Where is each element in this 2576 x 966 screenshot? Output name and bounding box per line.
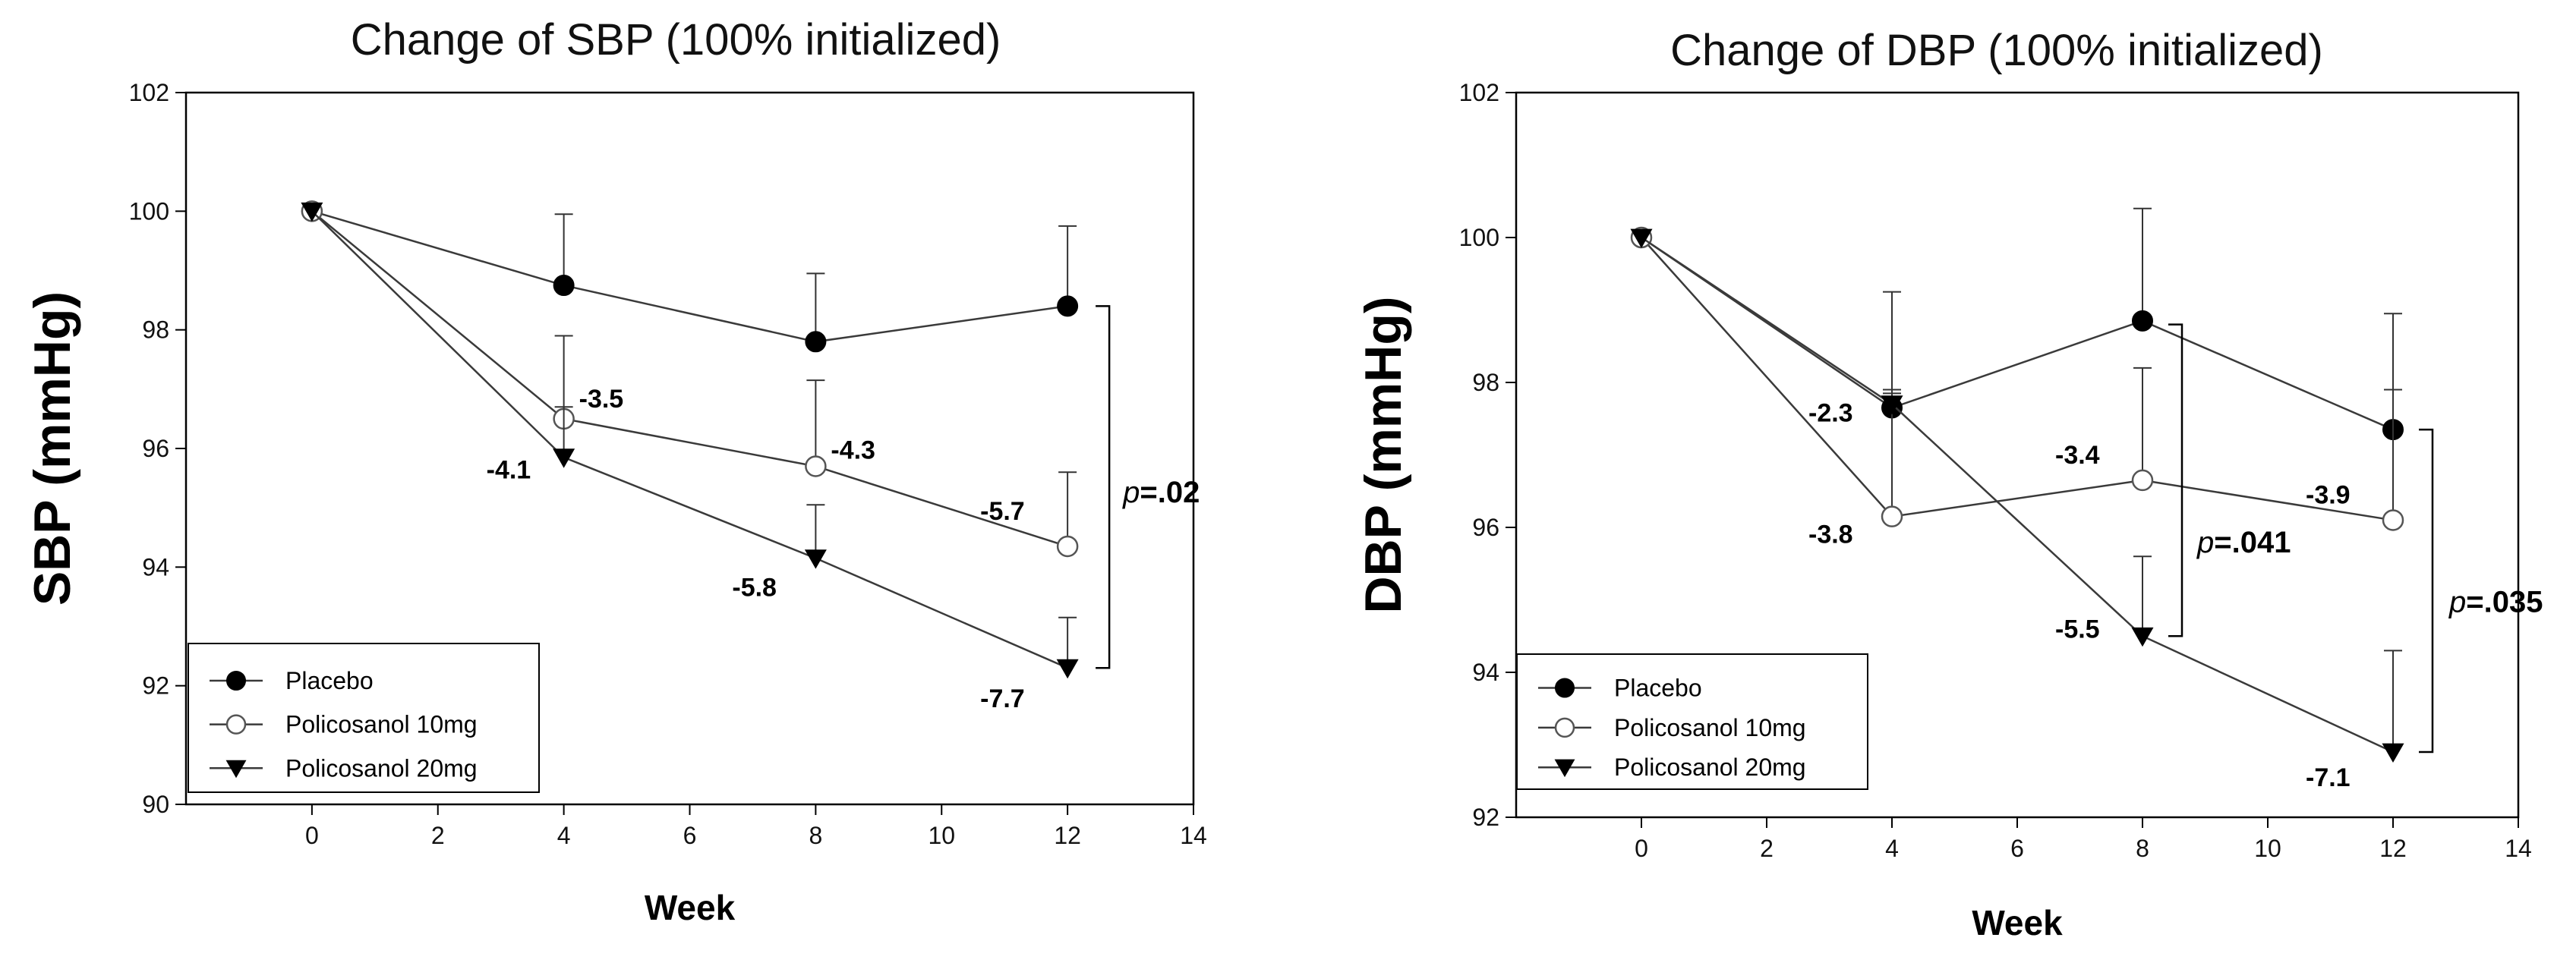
- x-tick-label: 8: [809, 822, 822, 849]
- x-tick-label: 10: [2254, 835, 2281, 862]
- data-label: -3.8: [1808, 521, 1853, 549]
- y-tick-label: 92: [142, 672, 169, 700]
- series-policosanol-20mg: [1630, 228, 2404, 763]
- x-tick-label: 6: [2010, 835, 2024, 862]
- data-point: [2382, 743, 2404, 763]
- x-tick-label: 2: [1760, 835, 1774, 862]
- x-tick-label: 8: [2136, 835, 2149, 862]
- series-line: [311, 210, 1068, 343]
- legend-marker: [1554, 717, 1575, 738]
- legend-marker: [225, 714, 247, 735]
- legend-label: Policosanol 20mg: [285, 754, 478, 782]
- legend-marker: [225, 760, 247, 779]
- data-point: [805, 455, 827, 477]
- data-point: [1881, 395, 1903, 415]
- data-label: -2.3: [1808, 398, 1853, 427]
- legend-marker: [1554, 759, 1575, 778]
- significance-bracket: [2419, 428, 2434, 754]
- data-label: -7.7: [980, 684, 1025, 713]
- y-tick-label: 100: [129, 197, 169, 225]
- data-point: [2132, 310, 2153, 332]
- legend-marker: [1555, 678, 1575, 698]
- y-axis-label: SBP (mmHg): [24, 291, 81, 606]
- data-point: [804, 549, 827, 569]
- y-tick-label: 90: [142, 791, 169, 818]
- p-value-label: p=.035: [2448, 586, 2543, 619]
- series-policosanol-10mg: [301, 200, 1079, 558]
- x-axis-label: Week: [1972, 903, 2063, 942]
- x-tick-label: 0: [305, 822, 319, 849]
- x-tick-label: 2: [431, 822, 445, 849]
- x-tick-label: 12: [1054, 822, 1081, 849]
- data-label: -4.3: [831, 436, 875, 464]
- y-tick-label: 96: [1472, 514, 1499, 541]
- data-point: [301, 202, 323, 222]
- y-tick-label: 102: [129, 79, 169, 106]
- data-label: -7.1: [2306, 763, 2351, 792]
- data-point: [2131, 627, 2154, 647]
- data-point: [2131, 469, 2154, 492]
- y-axis-label: DBP (mmHg): [1354, 296, 1412, 613]
- data-label: -4.1: [487, 456, 531, 485]
- legend: Placebo Policosanol 10mg Policosanol 20mg: [1516, 653, 1868, 790]
- x-axis-label: Week: [645, 888, 736, 927]
- y-tick-label: 96: [142, 435, 169, 462]
- p-value-label: p=.041: [2196, 526, 2291, 559]
- data-point: [2382, 509, 2404, 531]
- significance-bracket: [2168, 323, 2183, 637]
- legend-label: Placebo: [1614, 675, 1702, 702]
- data-point: [1881, 505, 1903, 527]
- data-point: [805, 331, 827, 353]
- x-tick-label: 12: [2379, 835, 2407, 862]
- data-point: [1630, 228, 1653, 248]
- data-point: [553, 275, 575, 297]
- y-tick-label: 98: [142, 316, 169, 344]
- y-tick-label: 102: [1459, 79, 1499, 106]
- chart-panel-1: Change of SBP (100% initialized) 90 92 94 96…: [24, 15, 1207, 927]
- x-tick-label: 10: [928, 822, 955, 849]
- data-point: [1057, 295, 1079, 317]
- data-label: -3.4: [2055, 441, 2100, 470]
- data-label: -5.8: [732, 574, 777, 603]
- chart-panel-2: Change of DBP (100% initialized) 92 94 96 98…: [1354, 26, 2543, 942]
- chart-title: Change of DBP (100% initialized): [1670, 26, 2323, 75]
- data-label: -3.9: [2306, 480, 2351, 509]
- legend-label: Policosanol 10mg: [1614, 714, 1806, 741]
- y-tick-label: 98: [1472, 369, 1499, 396]
- data-label: -3.5: [579, 385, 624, 414]
- legend-marker: [226, 671, 246, 691]
- chart-title: Change of SBP (100% initialized): [351, 15, 1001, 65]
- x-tick-label: 4: [557, 822, 571, 849]
- legend-label: Policosanol 20mg: [1614, 754, 1806, 781]
- y-tick-label: 100: [1459, 224, 1499, 251]
- series-line: [311, 210, 1068, 669]
- p-value-label: p=.02: [1122, 476, 1200, 509]
- y-tick-label: 92: [1472, 804, 1499, 831]
- series-policosanol-20mg: [301, 202, 1079, 679]
- series-policosanol-10mg: [1630, 226, 2404, 531]
- series-line: [1641, 237, 2394, 521]
- legend-label: Placebo: [285, 667, 374, 694]
- data-point: [1056, 535, 1079, 558]
- x-tick-label: 14: [1180, 822, 1207, 849]
- x-tick-label: 14: [2505, 835, 2532, 862]
- y-tick-label: 94: [142, 553, 169, 581]
- data-label: -5.5: [2055, 615, 2100, 643]
- x-tick-label: 6: [683, 822, 697, 849]
- significance-bracket: [1096, 305, 1111, 669]
- x-tick-label: 0: [1635, 835, 1648, 862]
- data-point: [1056, 659, 1079, 679]
- series-line: [1641, 236, 2394, 431]
- series-placebo: [301, 200, 1079, 353]
- legend: Placebo Policosanol 10mg Policosanol 20mg: [188, 643, 540, 793]
- series-line: [1641, 236, 2394, 754]
- legend-label: Policosanol 10mg: [285, 711, 478, 738]
- data-label: -5.7: [980, 497, 1025, 526]
- x-tick-label: 4: [1885, 835, 1899, 862]
- data-point: [553, 448, 575, 468]
- series-line: [311, 210, 1068, 548]
- y-tick-label: 94: [1472, 659, 1499, 686]
- series-placebo: [1631, 207, 2404, 441]
